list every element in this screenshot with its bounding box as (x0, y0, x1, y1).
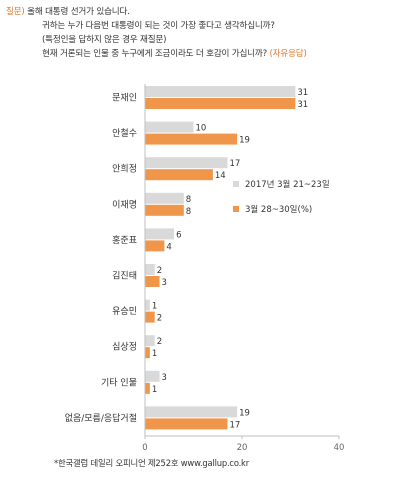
bar-series-1 (145, 299, 150, 311)
bar-series-1 (145, 370, 160, 382)
category-label: 김진태 (112, 270, 137, 282)
x-tick-label: 40 (334, 443, 345, 453)
legend-label: 3월 28~30일(%) (245, 204, 312, 215)
bar-series-1 (145, 228, 175, 240)
data-label: 31 (297, 88, 308, 98)
bar-series-1 (145, 264, 155, 275)
data-label: 2 (157, 266, 162, 276)
question-line-1-text: 올해 대통령 선거가 있습니다. (27, 7, 130, 17)
bar-chart: 문재인3131안철수1019안희정1714이재명88홍준표64김진태23유승민1… (65, 84, 345, 453)
bar-series-2 (145, 347, 150, 359)
data-label: 1 (152, 349, 157, 359)
category-label: 이재명 (112, 199, 137, 210)
legend-label: 2017년 3월 21~23일 (245, 179, 330, 190)
question-line-4: 현재 거론되는 인물 중 누구에게 조금이라도 더 호감이 가십니까? (자유응… (6, 47, 402, 61)
category-label: 기타 인물 (101, 377, 137, 388)
data-label: 17 (229, 159, 240, 169)
question-tag: 질문) (6, 7, 25, 17)
bar-series-1 (145, 157, 228, 169)
question-line-1: 질문) 올해 대통령 선거가 있습니다. (6, 5, 402, 19)
data-label: 19 (239, 408, 250, 418)
category-label: 안희정 (112, 163, 137, 175)
bar-series-2 (145, 311, 155, 323)
question-line-4-text: 현재 거론되는 인물 중 누구에게 조금이라도 더 호감이 가십니까? (42, 49, 267, 59)
bar-series-2 (145, 418, 228, 430)
question-line-3: (특정인을 답하지 않은 경우 재질문) (42, 35, 167, 45)
data-label: 2 (157, 314, 162, 324)
category-label: 심상정 (112, 342, 137, 353)
bar-series-1 (145, 192, 184, 204)
bar-series-2 (145, 98, 296, 109)
legend-swatch-2 (233, 206, 239, 212)
data-label: 1 (152, 385, 157, 395)
data-label: 10 (196, 124, 207, 134)
bar-series-1 (145, 335, 155, 347)
category-label: 유승민 (112, 306, 137, 317)
data-label: 3 (162, 278, 167, 288)
data-label: 8 (186, 207, 191, 217)
data-label: 1 (152, 302, 157, 312)
footnote: *한국갤럽 데일리 오피니언 제252호 www.gallup.co.kr (54, 458, 249, 468)
bar-series-2 (145, 133, 238, 145)
bar-series-1 (145, 121, 194, 133)
data-label: 6 (176, 230, 181, 240)
bar-series-2 (145, 204, 184, 216)
data-label: 3 (162, 373, 167, 383)
data-label: 19 (239, 136, 250, 146)
question-line-4-suffix: (자유응답) (269, 49, 307, 59)
legend-swatch-1 (233, 181, 239, 187)
category-label: 홍준표 (112, 234, 137, 246)
bar-series-2 (145, 382, 150, 394)
data-label: 17 (229, 420, 240, 430)
bar-series-2 (145, 276, 160, 287)
category-label: 문재인 (112, 93, 137, 104)
data-label: 2 (157, 337, 162, 347)
bar-series-2 (145, 240, 165, 252)
data-label: 14 (215, 171, 226, 181)
bar-series-1 (145, 406, 238, 418)
data-label: 31 (297, 100, 308, 110)
bar-series-2 (145, 169, 213, 181)
data-label: 8 (186, 195, 191, 205)
bar-series-1 (145, 86, 296, 97)
question-line-2: 귀하는 누가 다음번 대통령이 되는 것이 가장 좋다고 생각하십니까? (42, 21, 275, 31)
category-label: 없음/모름/응답거절 (65, 412, 137, 424)
data-label: 4 (166, 242, 171, 252)
x-tick-label: 0 (142, 443, 147, 453)
category-label: 안철수 (112, 128, 137, 139)
x-tick-label: 20 (237, 443, 248, 453)
question-text: 질문) 올해 대통령 선거가 있습니다. 귀하는 누가 다음번 대통령이 되는 … (6, 5, 402, 61)
